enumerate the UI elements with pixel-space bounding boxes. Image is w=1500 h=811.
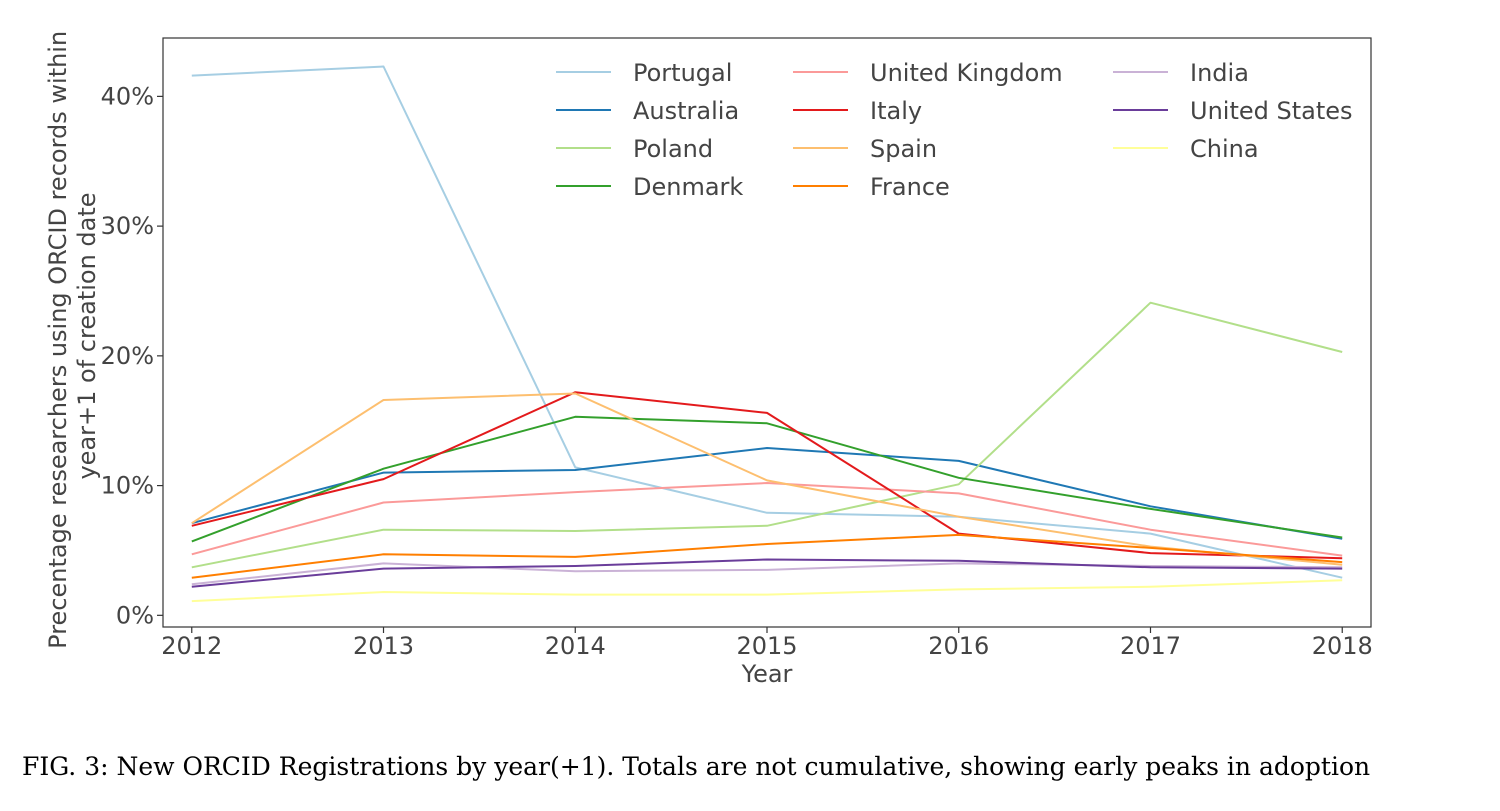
series-line-india xyxy=(191,562,1343,586)
series-line-france xyxy=(191,533,1343,579)
series-line-portugal xyxy=(191,65,1343,579)
series-line-united-kingdom xyxy=(191,482,1343,557)
x-axis-title: Year xyxy=(741,660,793,688)
y-axis-title-line-1: Precentage researchers using ORCID recor… xyxy=(44,31,72,649)
series-line-denmark xyxy=(191,415,1343,543)
legend-label-india: India xyxy=(1190,59,1249,87)
series-line-australia xyxy=(191,447,1343,540)
x-tick-label: 2015 xyxy=(736,632,797,660)
legend-label-italy: Italy xyxy=(870,97,922,125)
legend-label-united-states: United States xyxy=(1190,97,1353,125)
plot-frame xyxy=(162,37,1372,628)
y-tick-label: 20% xyxy=(101,342,154,370)
x-tick-label: 2013 xyxy=(353,632,414,660)
legend-label-australia: Australia xyxy=(633,97,739,125)
x-tick-label: 2012 xyxy=(161,632,222,660)
legend-label-china: China xyxy=(1190,135,1259,163)
legend-label-denmark: Denmark xyxy=(633,173,743,201)
y-axis: 0% 10% 20% 30% 40% xyxy=(101,82,163,629)
x-tick-label: 2016 xyxy=(928,632,989,660)
series-line-china xyxy=(191,579,1343,603)
y-tick-label: 30% xyxy=(101,212,154,240)
series-line-united-states xyxy=(191,558,1343,588)
x-tick-label: 2017 xyxy=(1120,632,1181,660)
y-axis-title: Precentage researchers using ORCID recor… xyxy=(44,23,101,649)
legend-label-france: France xyxy=(870,173,950,201)
x-tick-label: 2014 xyxy=(545,632,606,660)
legend-label-poland: Poland xyxy=(633,135,713,163)
x-tick-label: 2018 xyxy=(1312,632,1373,660)
y-tick-label: 40% xyxy=(101,82,154,110)
series-lines xyxy=(191,65,1343,603)
series-line-italy xyxy=(191,391,1343,560)
legend-label-portugal: Portugal xyxy=(633,59,732,87)
x-axis: 2012 2013 2014 2015 2016 2017 2018 xyxy=(161,627,1373,660)
legend-label-spain: Spain xyxy=(870,135,937,163)
y-axis-title-line-2: year+1 of creation date xyxy=(73,192,101,479)
y-tick-label: 10% xyxy=(101,472,154,500)
legend: Portugal Australia Poland Denmark United Kin… xyxy=(556,59,1353,201)
legend-label-united-kingdom: United Kingdom xyxy=(870,59,1063,87)
series-line-spain xyxy=(191,392,1343,566)
y-tick-label: 0% xyxy=(116,601,154,629)
figure-caption: FIG. 3: New ORCID Registrations by year(… xyxy=(22,752,1371,781)
series-line-poland xyxy=(191,301,1343,569)
